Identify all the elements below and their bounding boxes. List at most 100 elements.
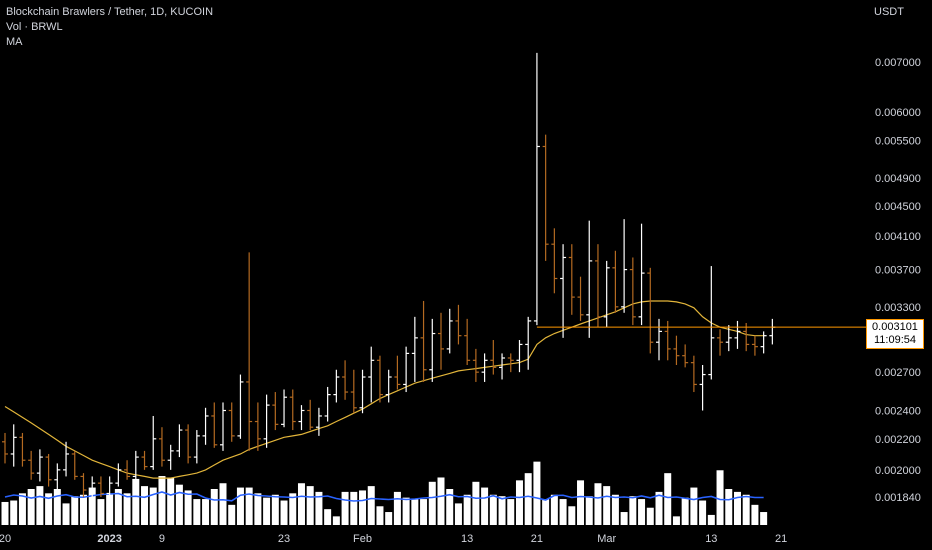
volume-bar (210, 489, 218, 525)
volume-bar (760, 512, 768, 525)
x-tick-label: 23 (278, 533, 290, 545)
y-tick-label: 0.004500 (875, 201, 921, 213)
volume-bar (341, 491, 349, 525)
price-ma-line (4, 300, 764, 479)
volume-bar (524, 473, 532, 525)
volume-bar (367, 486, 375, 525)
volume-bar (149, 487, 157, 525)
x-tick-label: 21 (775, 533, 787, 545)
volume-bar (568, 506, 576, 525)
volume-bar (193, 499, 201, 525)
volume-bar (36, 486, 44, 525)
volume-bar (751, 504, 759, 525)
volume-bar (97, 499, 105, 525)
volume-bar (699, 500, 707, 525)
volume-bar (672, 516, 680, 525)
y-tick-label: 0.002400 (875, 405, 921, 417)
volume-bar (393, 491, 401, 525)
volume-bar (88, 487, 96, 525)
volume-bar (332, 516, 340, 525)
volume-ma-line (4, 491, 764, 502)
x-tick-label: Mar (597, 533, 616, 545)
volume-bar (45, 493, 53, 525)
volume-bar (577, 480, 585, 525)
volume-bar (742, 494, 750, 525)
y-tick-label: 0.007000 (875, 57, 921, 69)
volume-bar (123, 493, 131, 525)
bar-countdown: 11:09:54 (873, 334, 916, 346)
ma-legend: MA (6, 36, 23, 48)
y-axis-title: USDT (874, 6, 904, 18)
volume-legend: Vol · BRWL (6, 21, 63, 33)
chart-title: Blockchain Brawlers / Tether, 1D, KUCOIN (6, 6, 214, 18)
volume-bar (611, 494, 619, 525)
volume-bar (402, 497, 410, 525)
volume-bar (472, 481, 480, 525)
y-tick-label: 0.002200 (875, 434, 921, 446)
y-tick-label: 0.002700 (875, 367, 921, 379)
volume-bar (707, 514, 715, 525)
volume-bar (132, 478, 140, 525)
volume-bar (463, 494, 471, 525)
volume-bar (289, 493, 297, 525)
volume-bar (62, 503, 70, 525)
last-price-value: 0.003101 (872, 321, 918, 333)
volume-bar (10, 500, 18, 525)
volume-bar (664, 473, 672, 525)
y-tick-label: 0.001840 (875, 492, 921, 504)
volume-bar (489, 494, 497, 525)
volume-bar (507, 499, 515, 525)
volume-bar (681, 497, 689, 525)
volume-bar (350, 491, 358, 525)
volume-bar (141, 486, 149, 525)
volume-bar (454, 503, 462, 525)
y-tick-label: 0.003700 (875, 265, 921, 277)
x-tick-label: 13 (461, 533, 473, 545)
y-tick-label: 0.002000 (875, 465, 921, 477)
volume-bar (254, 493, 262, 525)
volume-bar (263, 497, 271, 525)
volume-bar (655, 491, 663, 525)
volume-bar (376, 506, 384, 525)
y-tick-label: 0.006000 (875, 107, 921, 119)
volume-bar (550, 494, 558, 525)
volume-bar (271, 494, 279, 525)
volume-bar (498, 496, 506, 525)
volume-bar (690, 487, 698, 525)
y-tick-label: 0.003300 (875, 302, 921, 314)
volume-bar (646, 507, 654, 525)
x-tick-label: 13 (705, 533, 717, 545)
volume-bar (603, 486, 611, 525)
volume-bar (1, 501, 9, 525)
volume-bar (18, 493, 26, 525)
volume-bar (542, 499, 550, 525)
volume-bar (629, 496, 637, 525)
volume-bar (559, 499, 567, 525)
volume-bar (297, 483, 305, 525)
volume-bar (114, 489, 122, 525)
volume-bar (236, 487, 244, 525)
volume-bar (79, 494, 87, 525)
volume-bar (306, 486, 314, 525)
volume-bar (315, 491, 323, 525)
volume-bar (733, 491, 741, 525)
volume-bar (585, 496, 593, 525)
volume-bar (27, 489, 35, 525)
volume-bar (446, 489, 454, 525)
volume-bar (71, 496, 79, 525)
volume-bar (228, 504, 236, 525)
volume-bar (437, 477, 445, 525)
volume-bar (167, 477, 175, 525)
x-tick-label: 21 (531, 533, 543, 545)
x-tick-label: Feb (353, 533, 372, 545)
y-tick-label: 0.005500 (875, 136, 921, 148)
volume-bar (420, 499, 428, 525)
volume-bar (481, 487, 489, 525)
x-tick-label: 20 (0, 533, 11, 545)
volume-bar (158, 476, 166, 525)
volume-bar (202, 499, 210, 525)
volume-bar (725, 489, 733, 525)
x-tick-label: 9 (159, 533, 165, 545)
volume-bar (620, 512, 628, 525)
